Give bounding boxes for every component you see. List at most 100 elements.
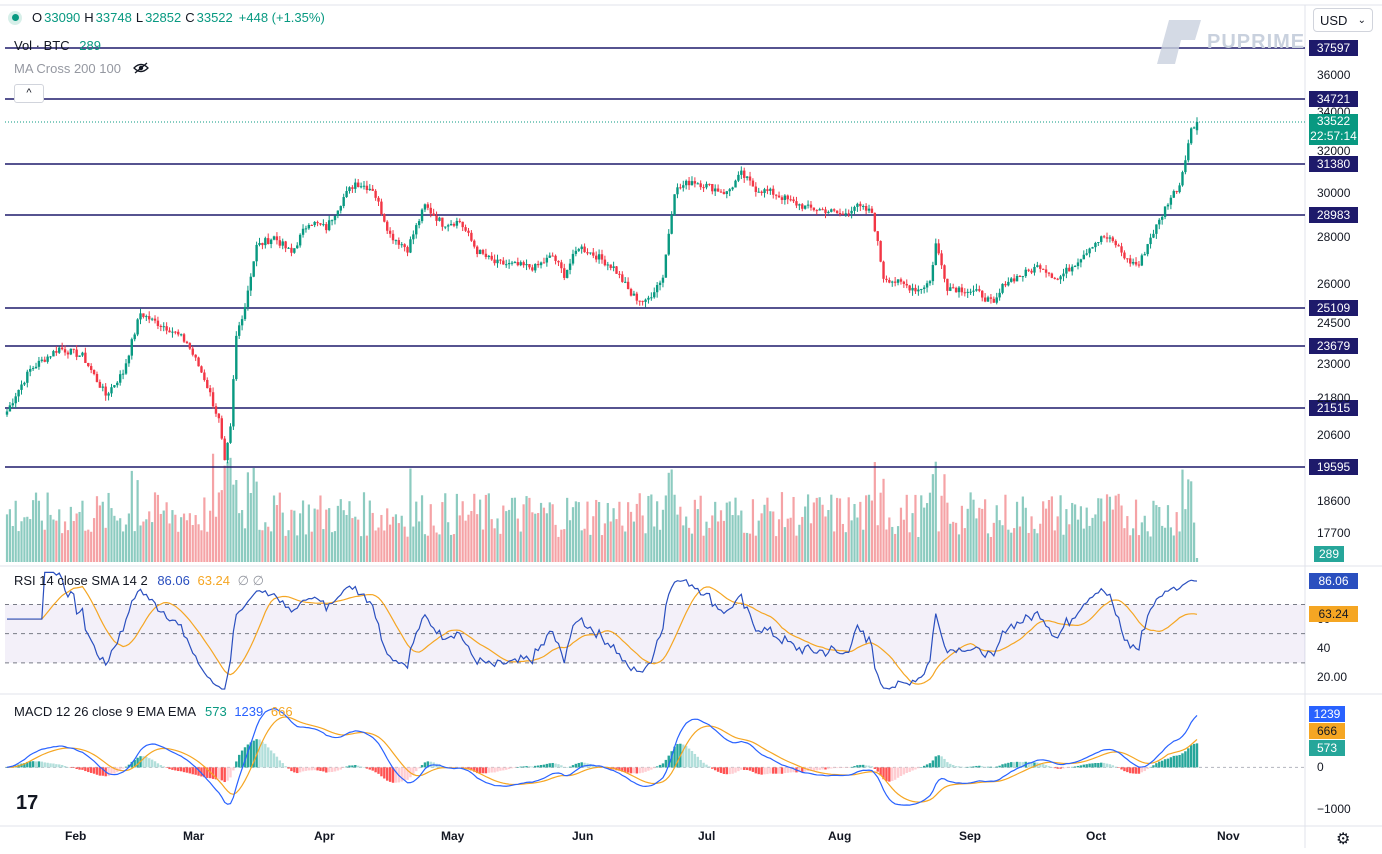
volume-bar xyxy=(902,519,905,562)
macd-hist-bar xyxy=(1189,745,1193,768)
volume-bar xyxy=(708,527,711,562)
volume-bar xyxy=(1158,507,1161,562)
volume-bar xyxy=(66,530,70,562)
macd-hist-bar xyxy=(1105,763,1109,768)
candle-body xyxy=(711,184,714,192)
candle-body xyxy=(777,195,781,198)
candle-body xyxy=(168,330,171,333)
candle-body xyxy=(1134,261,1138,265)
candle-body xyxy=(31,368,35,370)
candle-body xyxy=(356,182,360,187)
volume-bar xyxy=(1062,534,1065,562)
volume-bar xyxy=(165,502,168,562)
month-label: Jul xyxy=(698,829,716,843)
macd-hist-bar xyxy=(551,762,554,768)
candle-body xyxy=(563,268,566,278)
candle-body xyxy=(885,278,888,281)
macd-hist-bar xyxy=(336,767,340,771)
price-tick-label: 20600 xyxy=(1317,428,1351,442)
volume-bar xyxy=(441,502,444,562)
candle-body xyxy=(23,382,26,385)
macd-hist-bar xyxy=(992,767,996,768)
candle-body xyxy=(510,262,514,264)
volume-bar xyxy=(867,494,871,562)
candle-body xyxy=(670,214,673,234)
macd-hist-bar xyxy=(211,767,215,779)
macd-hist-bar xyxy=(1056,767,1059,769)
candle-body xyxy=(824,209,827,214)
volume-bar xyxy=(679,506,682,562)
volume-bar xyxy=(284,535,287,562)
volume-bar xyxy=(1082,528,1085,562)
volume-bar xyxy=(920,495,923,562)
macd-hist-bar xyxy=(507,767,511,770)
settings-gear-icon[interactable]: ⚙ xyxy=(1336,831,1351,848)
volume-bar xyxy=(917,536,920,562)
candle-body xyxy=(737,174,740,181)
macd-hist-bar xyxy=(594,765,598,768)
volume-bar xyxy=(812,502,815,562)
volume-bar xyxy=(177,531,180,562)
currency-select[interactable]: USD ⌄ xyxy=(1313,8,1373,32)
macd-hist-bar xyxy=(197,767,200,776)
candle-body xyxy=(899,279,903,282)
macd-hist-bar xyxy=(783,767,787,774)
macd-hist-bar xyxy=(269,750,273,768)
rsi-legend[interactable]: RSI 14 close SMA 14 2 86.06 63.24 ∅ ∅ xyxy=(14,573,264,589)
macd-hist-bar xyxy=(58,764,61,768)
volume-bar xyxy=(1050,496,1053,562)
macd-hist-bar xyxy=(882,767,885,780)
ma-cross-legend[interactable]: MA Cross 200 100 xyxy=(14,61,149,76)
macd-hist-bar xyxy=(356,765,360,768)
macd-hist-bar xyxy=(711,767,714,769)
candle-body xyxy=(934,243,937,266)
candle-body xyxy=(943,265,946,279)
volume-legend[interactable]: Vol · BTC 289 xyxy=(14,38,101,53)
volume-bar xyxy=(899,507,903,562)
candle-body xyxy=(783,195,787,200)
volume-bar xyxy=(568,520,572,562)
candle-body xyxy=(481,249,485,254)
macd-legend[interactable]: MACD 12 26 close 9 EMA EMA 573 1239 666 xyxy=(14,704,293,719)
macd-hist-bar xyxy=(275,756,279,768)
candle-body xyxy=(1007,281,1010,286)
candle-body xyxy=(502,260,505,265)
eye-hidden-icon[interactable] xyxy=(132,62,149,74)
macd-hist-bar xyxy=(1030,762,1033,768)
volume-bar xyxy=(754,535,757,562)
volume-bar xyxy=(522,504,525,562)
candle-body xyxy=(876,231,879,242)
candle-body xyxy=(478,249,482,255)
candle-body xyxy=(1100,236,1103,242)
volume-bar xyxy=(467,514,470,562)
month-label: Oct xyxy=(1086,829,1107,843)
macd-hist-bar xyxy=(998,765,1001,768)
volume-bar xyxy=(78,511,81,562)
collapse-legend-button[interactable]: ^ xyxy=(14,84,44,103)
volume-bar xyxy=(986,533,990,562)
rsi-sma-line xyxy=(7,585,1198,685)
macd-hist-bar xyxy=(563,767,566,768)
candle-body xyxy=(594,255,598,260)
volume-bar xyxy=(87,529,90,562)
candle-body xyxy=(101,386,104,388)
candle-body xyxy=(330,220,334,222)
volume-bar xyxy=(705,521,708,562)
candle-body xyxy=(174,331,177,333)
tradingview-logo-icon[interactable]: 17 xyxy=(16,792,39,814)
volume-bar xyxy=(737,515,740,562)
volume-bar xyxy=(824,516,827,562)
candle-body xyxy=(705,183,708,188)
candle-body xyxy=(792,199,795,202)
volume-bar xyxy=(272,495,276,562)
volume-bar xyxy=(606,502,609,562)
candle-body xyxy=(565,269,569,278)
volume-bar xyxy=(484,494,488,562)
volume-last-tag: 289 xyxy=(1314,546,1344,562)
candle-body xyxy=(1152,233,1155,238)
candle-body xyxy=(989,297,993,299)
macd-tick-label: −1000 xyxy=(1317,802,1351,817)
macd-hist-bar xyxy=(136,757,139,768)
macd-hist-bar xyxy=(1039,763,1042,768)
